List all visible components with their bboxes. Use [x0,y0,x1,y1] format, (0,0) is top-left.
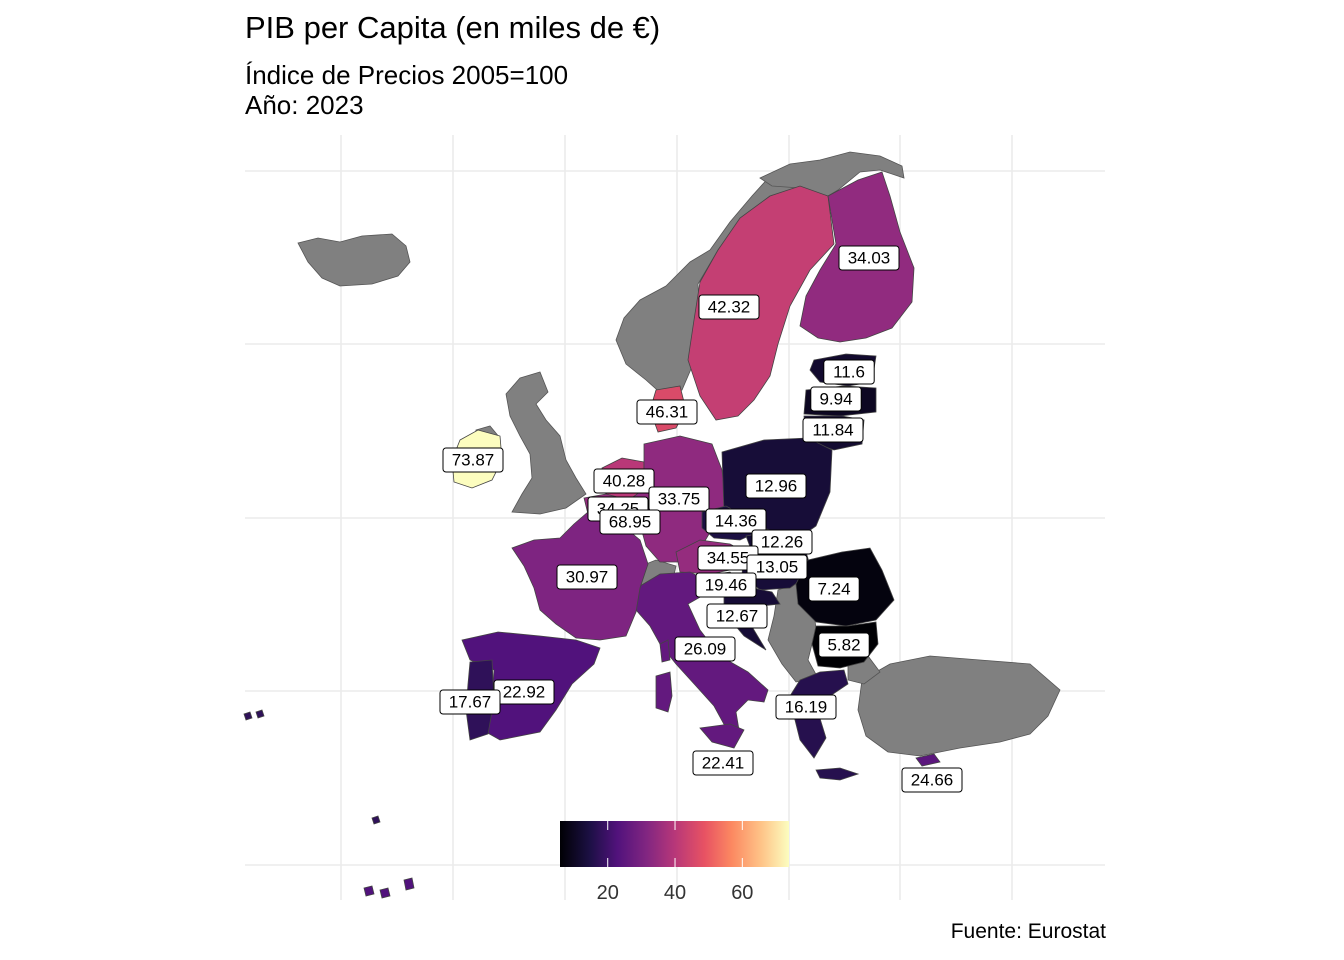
svg-text:14.36: 14.36 [715,512,758,531]
svg-text:24.66: 24.66 [911,771,954,790]
svg-text:34.03: 34.03 [848,249,891,268]
sweden-shape [687,185,835,421]
value-label-malta: 22.41 [692,750,754,776]
svg-text:12.26: 12.26 [761,533,804,552]
value-label-lithuania: 11.84 [802,417,864,443]
svg-text:34.55: 34.55 [707,549,750,568]
value-label-czechia: 14.36 [705,508,767,534]
value-label-germany: 33.75 [648,486,710,512]
svg-text:16.19: 16.19 [785,698,828,717]
chart-subtitle: Índice de Precios 2005=100 Año: 2023 [245,60,568,120]
value-labels: 42.32 34.03 11.6 9.94 11.84 46.31 73.87 40.28 34… [439,245,963,793]
chart-title: PIB per Capita (en miles de €) [245,10,661,45]
value-label-portugal: 17.67 [439,689,501,715]
value-label-hungary: 13.05 [746,554,808,580]
svg-text:46.31: 46.31 [646,403,689,422]
subtitle-line-2: Año: 2023 [245,90,364,120]
color-legend: 20 40 60 [560,821,789,904]
legend-tick-label-20: 20 [597,882,619,904]
svg-text:19.46: 19.46 [705,576,748,595]
svg-text:26.09: 26.09 [684,640,727,659]
value-label-denmark: 46.31 [636,399,698,425]
value-label-ireland: 73.87 [442,447,504,473]
source-caption: Fuente: Eurostat [950,920,1106,943]
value-label-cyprus: 24.66 [901,767,963,793]
svg-text:12.96: 12.96 [755,477,798,496]
svg-text:9.94: 9.94 [819,390,852,409]
svg-text:17.67: 17.67 [449,693,492,712]
azores-shape [243,709,265,721]
value-label-slovakia: 12.26 [751,529,813,555]
value-label-france: 30.97 [556,564,618,590]
colorbar [560,821,789,867]
svg-text:30.97: 30.97 [566,568,609,587]
value-label-romania: 7.24 [808,576,860,602]
value-label-greece: 16.19 [775,694,837,720]
svg-text:33.75: 33.75 [658,490,701,509]
svg-text:5.82: 5.82 [827,636,860,655]
svg-text:11.84: 11.84 [812,421,853,440]
svg-text:42.32: 42.32 [708,298,751,317]
svg-text:73.87: 73.87 [452,451,495,470]
value-label-netherlands: 40.28 [593,468,655,494]
svg-text:68.95: 68.95 [609,513,652,532]
value-label-finland: 34.03 [838,245,900,271]
subtitle-line-1: Índice de Precios 2005=100 [245,60,569,90]
svg-text:40.28: 40.28 [603,472,646,491]
svg-text:22.92: 22.92 [503,683,546,702]
corsica-shape [659,639,671,663]
canary-islands-shape [363,877,415,899]
legend-tick-label-40: 40 [664,882,686,904]
svg-text:22.41: 22.41 [702,754,745,773]
value-label-sweden: 42.32 [698,294,760,320]
svg-text:13.05: 13.05 [756,558,799,577]
svg-text:7.24: 7.24 [817,580,850,599]
uk-shape [505,371,587,515]
value-label-italy: 26.09 [674,636,736,662]
value-label-latvia: 9.94 [810,386,862,412]
legend-tick-label-60: 60 [731,882,753,904]
value-label-croatia: 12.67 [706,603,768,629]
value-label-luxembourg: 68.95 [599,509,661,535]
iceland-shape [297,233,411,287]
svg-text:12.67: 12.67 [716,607,759,626]
madeira-shape [371,815,381,825]
value-label-spain: 22.92 [493,679,555,705]
svg-text:11.6: 11.6 [833,363,865,382]
value-label-slovenia: 19.46 [695,572,757,598]
value-label-poland: 12.96 [745,473,807,499]
value-label-bulgaria: 5.82 [818,632,870,658]
cyprus-shape [915,753,941,767]
value-label-estonia: 11.6 [823,359,875,385]
sicily-shape [699,723,745,749]
turkey-shape [857,655,1061,757]
sardinia-shape [655,671,673,713]
crete-shape [815,767,860,781]
